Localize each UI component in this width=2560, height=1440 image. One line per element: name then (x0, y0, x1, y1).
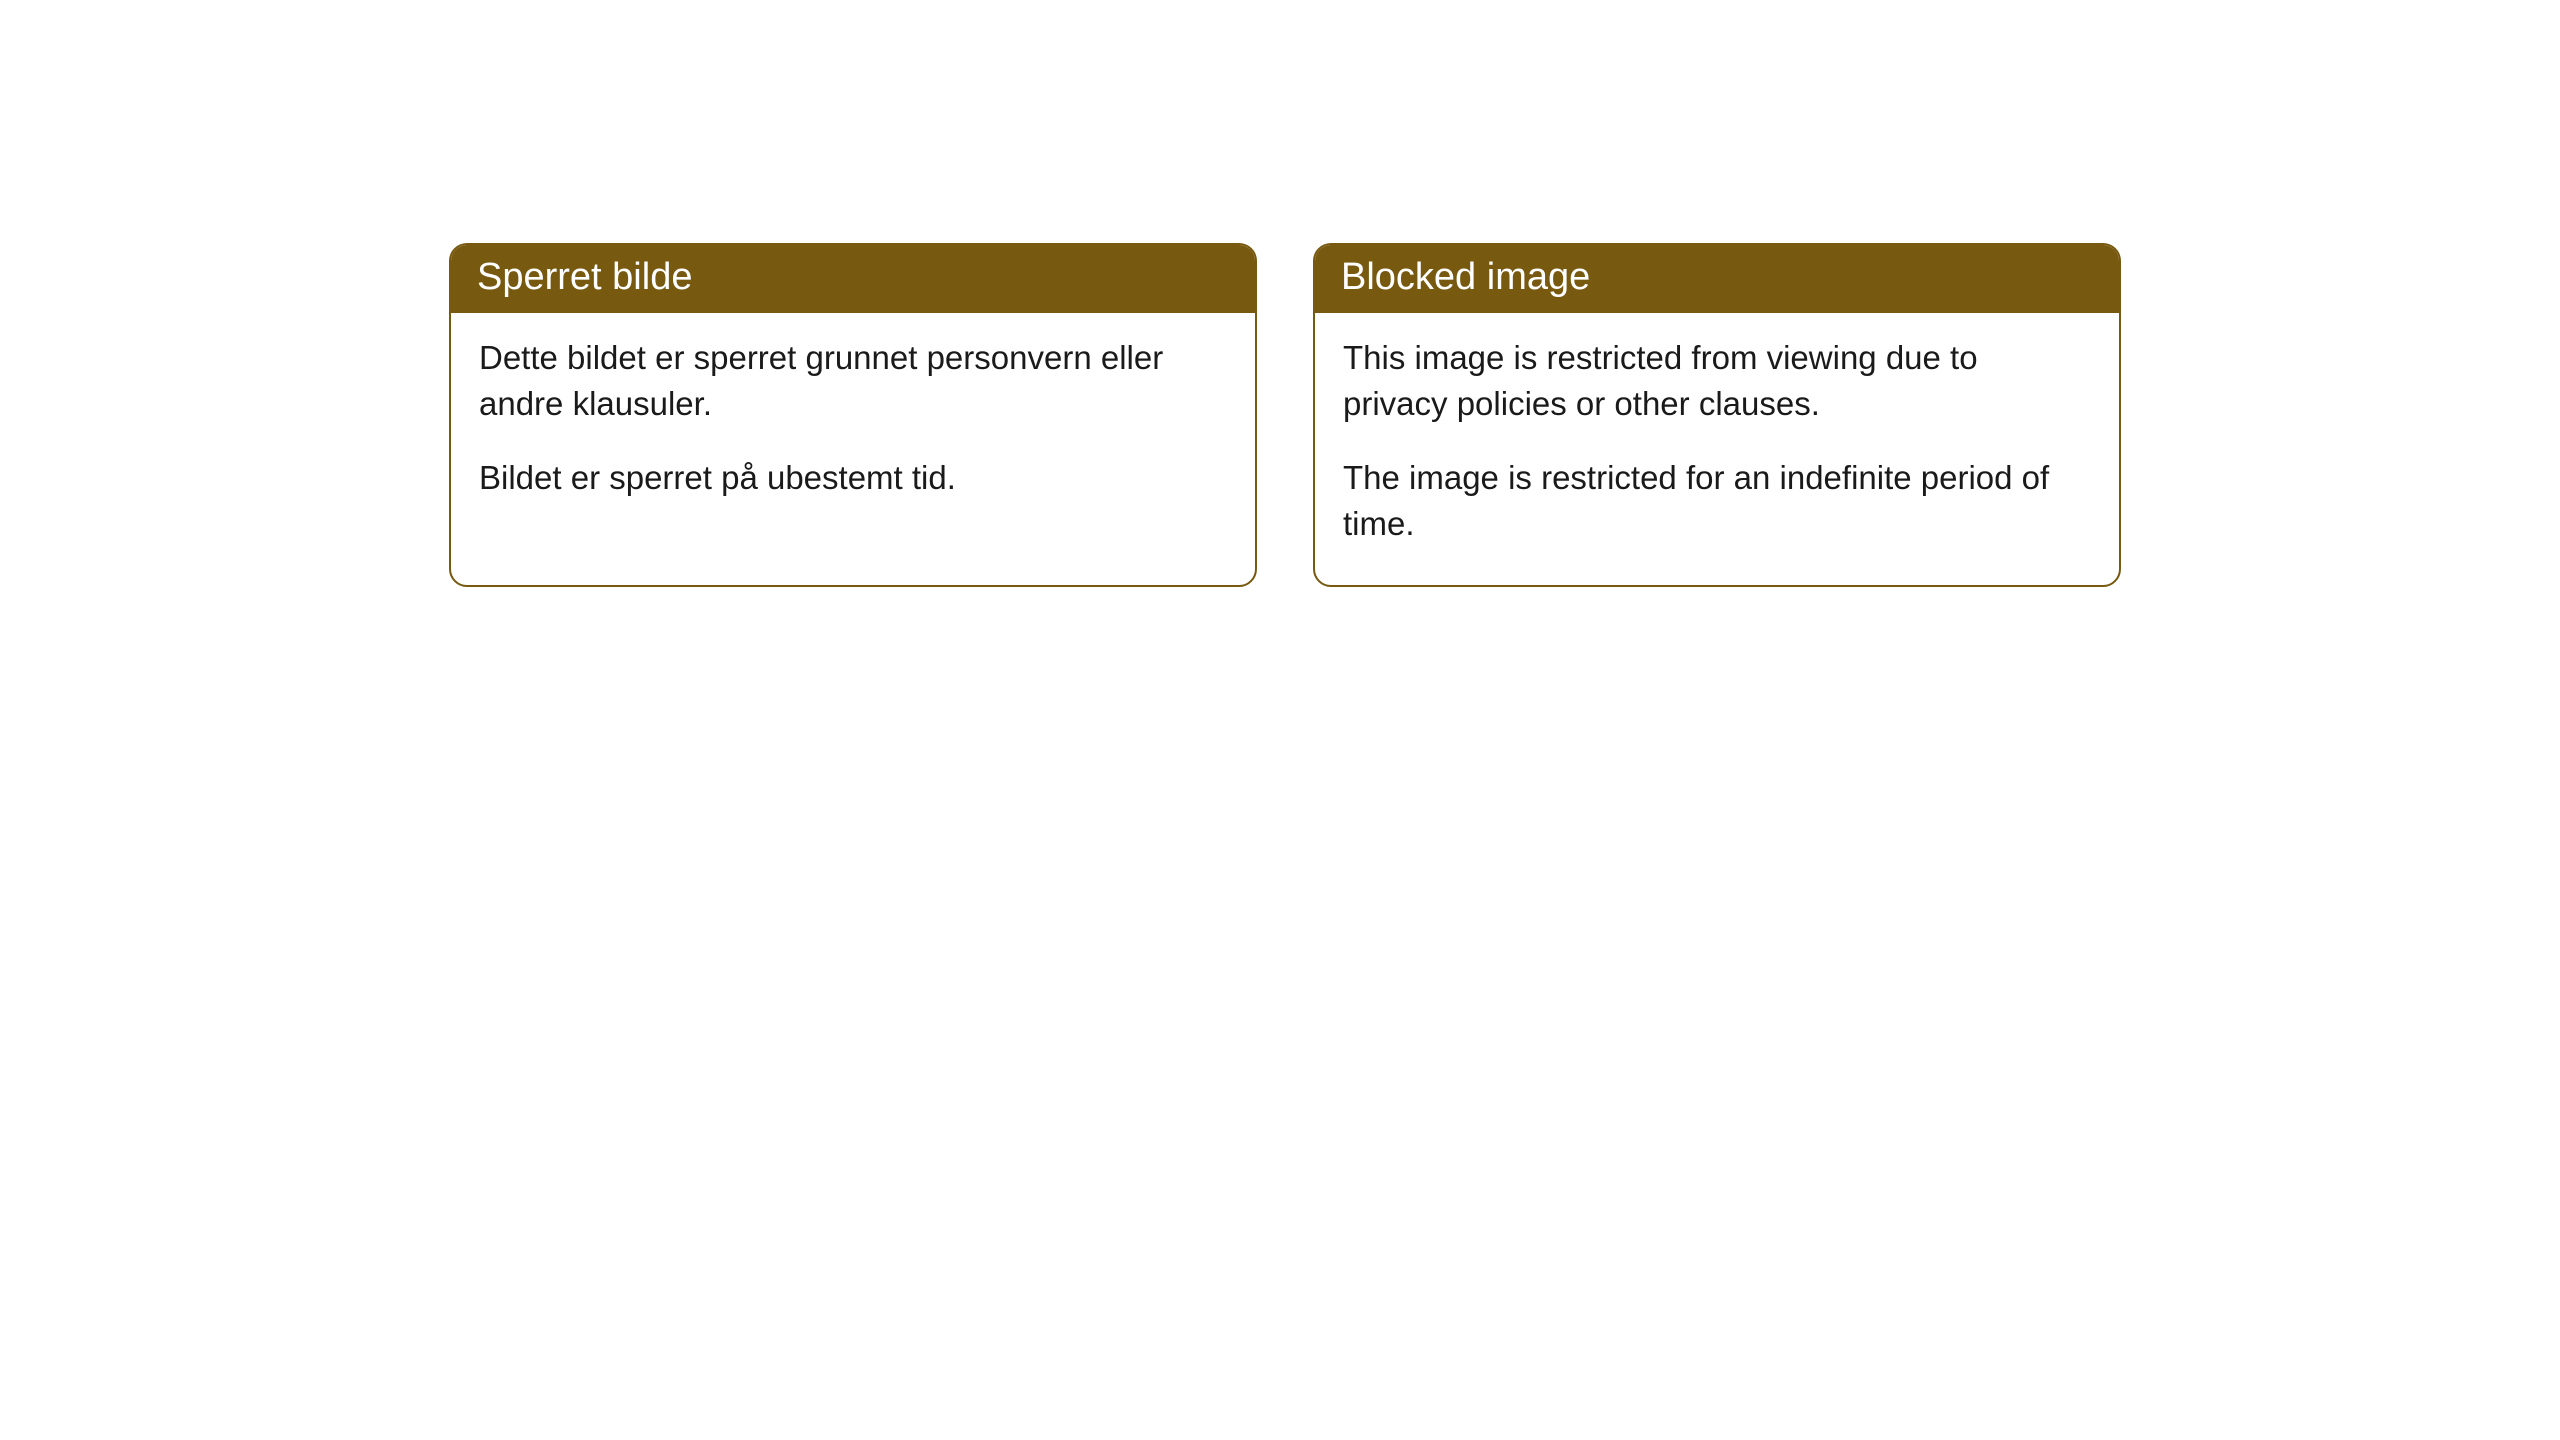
card-header: Sperret bilde (451, 245, 1255, 313)
card-body: Dette bildet er sperret grunnet personve… (451, 313, 1255, 540)
card-paragraph: Dette bildet er sperret grunnet personve… (479, 335, 1227, 427)
card-paragraph: Bildet er sperret på ubestemt tid. (479, 455, 1227, 501)
card-header: Blocked image (1315, 245, 2119, 313)
notice-card-norwegian: Sperret bilde Dette bildet er sperret gr… (449, 243, 1257, 587)
notice-card-english: Blocked image This image is restricted f… (1313, 243, 2121, 587)
card-title: Blocked image (1341, 256, 1590, 298)
card-title: Sperret bilde (477, 256, 692, 298)
card-body: This image is restricted from viewing du… (1315, 313, 2119, 586)
card-paragraph: The image is restricted for an indefinit… (1343, 455, 2091, 547)
notice-cards-container: Sperret bilde Dette bildet er sperret gr… (449, 243, 2121, 587)
card-paragraph: This image is restricted from viewing du… (1343, 335, 2091, 427)
